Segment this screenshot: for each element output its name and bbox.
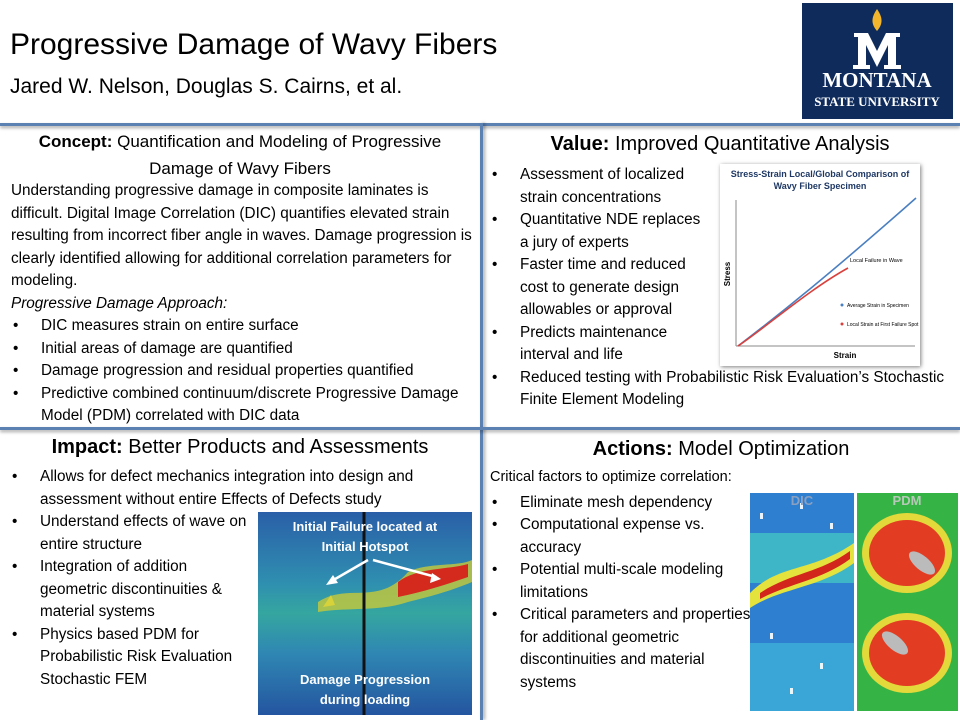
- heading-rest: Improved Quantitative Analysis: [614, 133, 890, 155]
- approach-title: Progressive Damage Approach:: [11, 294, 228, 312]
- bullet: Quantitative NDE replaces a jury of expe…: [490, 209, 952, 254]
- bullet: Initial areas of damage are quantified: [11, 338, 479, 361]
- actions-body: Critical factors to optimize correlation…: [490, 466, 755, 694]
- image-caption: Damage Progression during loading: [299, 672, 431, 707]
- legend-entry: Average Strain in Specimen: [847, 303, 909, 309]
- bullet: Damage progression and residual properti…: [11, 360, 479, 383]
- impact-heading: Impact: Better Products and Assessments: [10, 434, 470, 461]
- bullet: Allows for defect mechanics integration …: [10, 466, 475, 511]
- bullet: Critical parameters and properties for a…: [490, 604, 755, 694]
- legend-entry: Local Strain at First Failure Spot: [847, 322, 919, 328]
- paragraph: Understanding progressive damage in comp…: [11, 182, 472, 289]
- divider: [480, 123, 483, 720]
- heading-bold: Impact:: [51, 436, 123, 458]
- image-caption: Initial Failure located at Initial Hotsp…: [292, 519, 438, 554]
- logo-line1: MONTANA: [822, 68, 932, 92]
- heading-bold: Value:: [550, 133, 610, 155]
- model-images: DIC PDM: [750, 493, 958, 711]
- annotation: Local Failure in Wave: [850, 258, 903, 264]
- image-label: DIC: [791, 493, 814, 508]
- bullet: Predictive combined continuum/discrete P…: [11, 383, 479, 428]
- title: Progressive Damage of Wavy Fibers: [10, 28, 498, 61]
- value-body: Assessment of localized strain concentra…: [490, 164, 952, 412]
- bullet: Assessment of localized strain concentra…: [490, 164, 952, 209]
- authors: Jared W. Nelson, Douglas S. Cairns, et a…: [10, 75, 403, 98]
- intro: Critical factors to optimize correlation…: [490, 469, 732, 485]
- heading-rest: Model Optimization: [678, 438, 850, 460]
- heading-bold: Actions:: [592, 438, 673, 460]
- actions-heading: Actions: Model Optimization: [490, 436, 952, 463]
- heading-bold: Concept:: [38, 132, 113, 151]
- stress-strain-figure: Stress-Strain Local/Global Comparison of…: [720, 164, 920, 366]
- bullet: Potential multi-scale modeling limitatio…: [490, 559, 755, 604]
- bullet: Computational expense vs. accuracy: [490, 514, 755, 559]
- bullet: Predicts maintenance interval and life: [490, 322, 952, 367]
- bullet: Physics based PDM for Probabilistic Risk…: [10, 624, 475, 692]
- image-label: PDM: [893, 493, 922, 508]
- logo: MONTANA STATE UNIVERSITY: [802, 3, 953, 119]
- figure-title: Stress-Strain Local/Global Comparison of…: [730, 169, 910, 191]
- bullet: Faster time and reduced cost to generate…: [490, 254, 952, 322]
- value-heading: Value: Improved Quantitative Analysis: [490, 131, 950, 158]
- concept-heading: Concept: Quantification and Modeling of …: [10, 128, 470, 182]
- impact-body: Allows for defect mechanics integration …: [10, 466, 475, 711]
- bullet: Eliminate mesh dependency: [490, 492, 755, 515]
- x-label: Strain: [834, 351, 857, 360]
- heading-rest: Better Products and Assessments: [128, 436, 429, 458]
- logo-line2: STATE UNIVERSITY: [814, 94, 940, 109]
- bullet: DIC measures strain on entire surface: [11, 315, 479, 338]
- bullet: Reduced testing with Probabilistic Risk …: [490, 367, 952, 412]
- concept-body: Understanding progressive damage in comp…: [11, 180, 479, 428]
- divider: [0, 427, 960, 430]
- local-curve: [737, 267, 849, 347]
- heading-rest: Quantification and Modeling of Progressi…: [117, 132, 442, 178]
- y-label: Stress: [723, 261, 732, 286]
- damage-image: Initial Failure located at Initial Hotsp…: [258, 512, 472, 715]
- bullet: Understand effects of wave on entire str…: [10, 511, 475, 556]
- bullet: Integration of addition geometric discon…: [10, 556, 475, 624]
